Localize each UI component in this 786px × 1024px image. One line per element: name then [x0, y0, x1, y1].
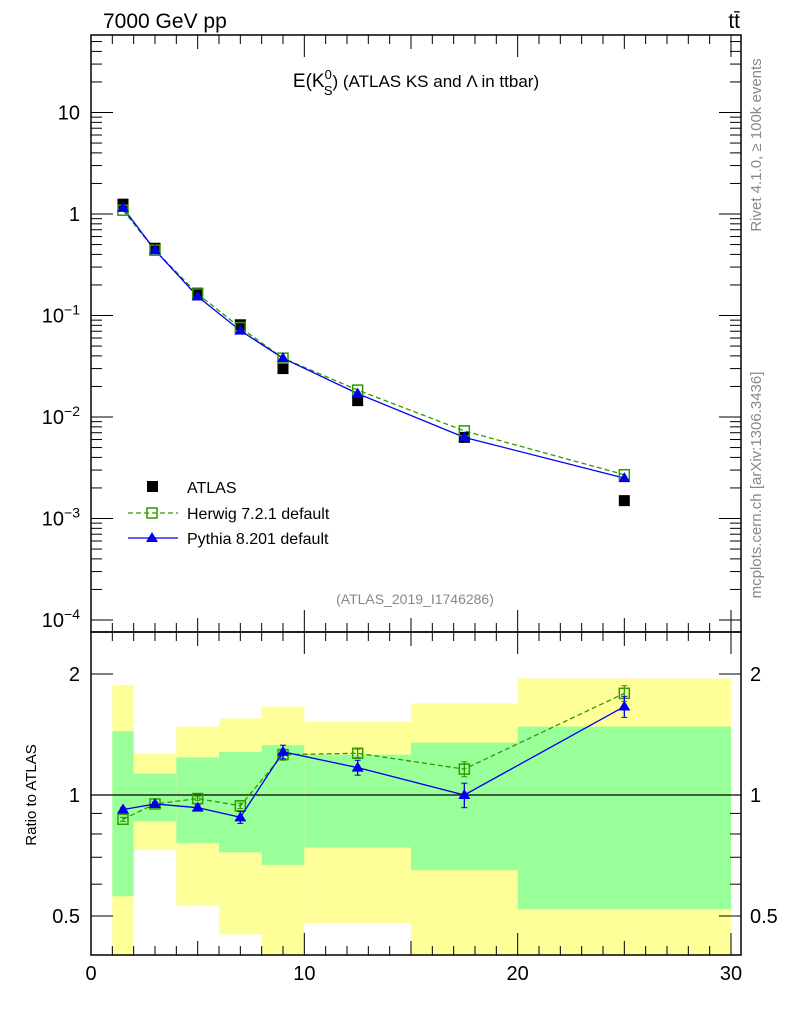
- y-tick-label: 10: [58, 103, 80, 125]
- pythia-ratio-point: [351, 761, 364, 772]
- mcplots-label: mcplots.cern.ch [arXiv:1306.3436]: [748, 372, 765, 599]
- ratio-y-tick-label: 1: [69, 785, 80, 807]
- pythia-ratio-point: [618, 700, 631, 711]
- band-green: [133, 773, 177, 822]
- legend-pythia-marker: [146, 532, 158, 542]
- rivet-version-label: Rivet 4.1.0, ≥ 100k events: [748, 58, 765, 231]
- y-tick-label: 1: [69, 204, 80, 226]
- herwig-line: [122, 209, 625, 476]
- main-series: [116, 198, 631, 507]
- pythia-point: [148, 244, 161, 255]
- ratio-y-tick-label-right: 1: [750, 785, 761, 807]
- x-tick-label: 0: [85, 963, 96, 985]
- ratio-y-tick-label: 0.5: [52, 906, 80, 928]
- herwig-ratio-point: [234, 800, 247, 812]
- pythia-point: [618, 472, 631, 483]
- pythia-point: [191, 290, 204, 301]
- legend-herwig-label: Herwig 7.2.1 default: [187, 506, 330, 523]
- analysis-label: (ATLAS_2019_I1746286): [336, 591, 494, 607]
- plot-title: E(K0 S) (ATLAS KS and Λ in ttbar): [293, 67, 539, 98]
- y-tick-label: 10−3: [42, 505, 80, 531]
- ratio-y-tick-label-right: 0.5: [750, 906, 778, 928]
- y-tick-label: 10−2: [42, 403, 80, 429]
- process-label: tt̄: [728, 10, 740, 33]
- pythia-ratio-line: [122, 705, 625, 819]
- axes: 10 1 10−1 10−2 10−3 10−4 2 2 1 1 0.5 0.5 0 10 20 30: [42, 34, 778, 985]
- band-green: [218, 751, 262, 853]
- pythia-point: [351, 387, 364, 398]
- pythia-ratio-point: [116, 803, 129, 814]
- herwig-ratio-line: [122, 692, 625, 820]
- ratio-series: [116, 685, 631, 826]
- atlas-point: [618, 495, 630, 507]
- ratio-y-axis-label: Ratio to ATLAS: [23, 744, 40, 845]
- pythia-point: [276, 352, 289, 363]
- x-tick-label: 20: [507, 963, 529, 985]
- herwig-ratio-point: [117, 813, 129, 826]
- pythia-point: [116, 201, 129, 212]
- pythia-ratio-point: [458, 789, 471, 799]
- pythia-point: [234, 324, 247, 335]
- atlas-point: [352, 395, 364, 407]
- pythia-point: [458, 431, 471, 442]
- band-green: [517, 726, 731, 910]
- legend-pythia-label: Pythia 8.201 default: [187, 531, 329, 548]
- x-tick-label: 10: [293, 963, 315, 985]
- legend-atlas-marker: [147, 481, 158, 492]
- legend: ATLAS Herwig 7.2.1 default Pythia 8.201 …: [128, 480, 330, 548]
- ratio-frame: [90, 631, 742, 956]
- ratio-y-tick-label-right: 2: [750, 664, 761, 686]
- herwig-ratio-point: [458, 763, 471, 775]
- pythia-ratio-point: [148, 797, 161, 808]
- legend-herwig-marker: [146, 507, 158, 519]
- y-tick-label: 10−4: [42, 606, 80, 632]
- legend-atlas-label: ATLAS: [187, 480, 237, 497]
- energy-label: 7000 GeV pp: [103, 10, 227, 33]
- y-tick-label: 10−1: [42, 302, 80, 328]
- x-tick-label: 30: [720, 963, 742, 985]
- pythia-line: [122, 207, 625, 479]
- pythia-ratio-point: [234, 811, 247, 822]
- pythia-ratio-point: [276, 745, 289, 756]
- band-green: [261, 745, 305, 865]
- pythia-ratio-point: [191, 801, 204, 812]
- ratio-y-tick-label: 2: [69, 664, 80, 686]
- herwig-ratio-point: [351, 747, 364, 760]
- ratio-uncertainty-bands: [112, 678, 731, 955]
- atlas-point: [277, 363, 289, 375]
